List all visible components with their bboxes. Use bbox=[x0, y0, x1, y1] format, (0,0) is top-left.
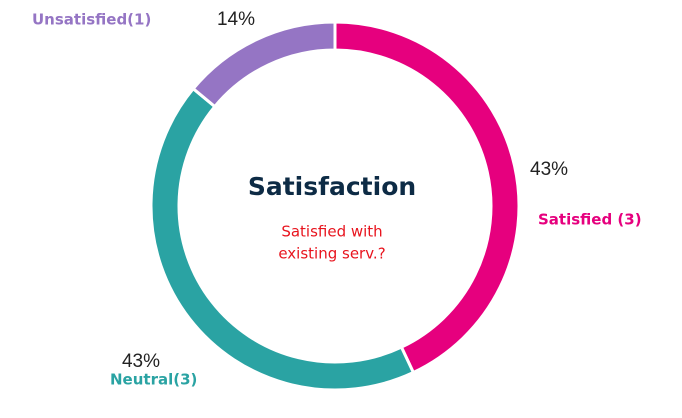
category-label: Neutral(3) bbox=[110, 371, 197, 389]
subtitle-line: Satisfied with bbox=[281, 223, 382, 241]
category-label: Unsatisfied(1) bbox=[32, 11, 151, 29]
category-label: Satisfied (3) bbox=[538, 211, 642, 229]
chart-title: Satisfaction bbox=[248, 172, 416, 201]
percent-label: 43% bbox=[122, 351, 160, 372]
subtitle-line: existing serv.? bbox=[278, 245, 385, 263]
percent-label: 14% bbox=[217, 9, 255, 30]
percent-label: 43% bbox=[530, 159, 568, 180]
donut-segment bbox=[191, 20, 337, 109]
